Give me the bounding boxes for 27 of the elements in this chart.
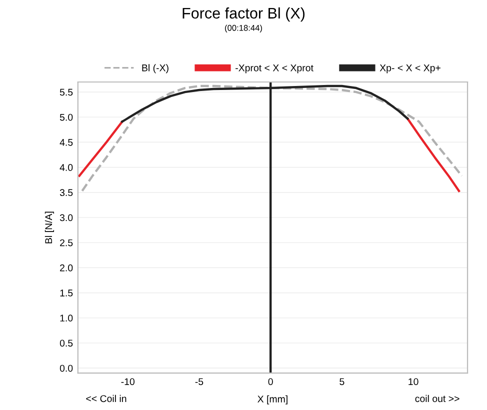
- y-tick-label: 5.0: [60, 114, 73, 121]
- chart-title: Force factor Bl (X): [182, 7, 305, 22]
- y-tick-label: 4.0: [60, 164, 73, 171]
- y-tick-label: 0.5: [60, 340, 73, 347]
- y-tick-label: 1.5: [60, 290, 73, 296]
- y-tick-label: 1.0: [60, 314, 73, 322]
- legend-label: Bl (-X): [142, 64, 168, 74]
- legend-label: -Xprot < X < Xprot: [236, 64, 314, 74]
- y-tick-label: 3.0: [60, 214, 73, 222]
- y-tick-label: 0.0: [60, 364, 73, 372]
- x-tick-label: -10: [121, 378, 135, 386]
- text: coil out >>: [415, 394, 460, 402]
- text: << Coil in: [86, 394, 126, 402]
- x-tick-label: 5: [340, 378, 344, 386]
- y-tick-label: 5.5: [60, 88, 73, 96]
- x-tick-label: 10: [408, 378, 418, 386]
- x-tick-label: -5: [195, 378, 204, 386]
- x-axis-title: X [mm]: [258, 395, 288, 404]
- y-axis-title: Bl [N/A]: [44, 212, 54, 244]
- y-tick-label: 2.0: [60, 264, 73, 272]
- y-tick-label: 3.5: [60, 189, 73, 196]
- y-tick-label: 2.5: [60, 239, 73, 246]
- chart-subtitle: (00:18:44): [225, 24, 262, 32]
- x-tick-label: 0: [268, 378, 273, 386]
- line-series: [81, 84, 463, 192]
- y-tick-label: 4.5: [60, 139, 73, 146]
- legend-label: Xp- < X < Xp+: [380, 64, 440, 74]
